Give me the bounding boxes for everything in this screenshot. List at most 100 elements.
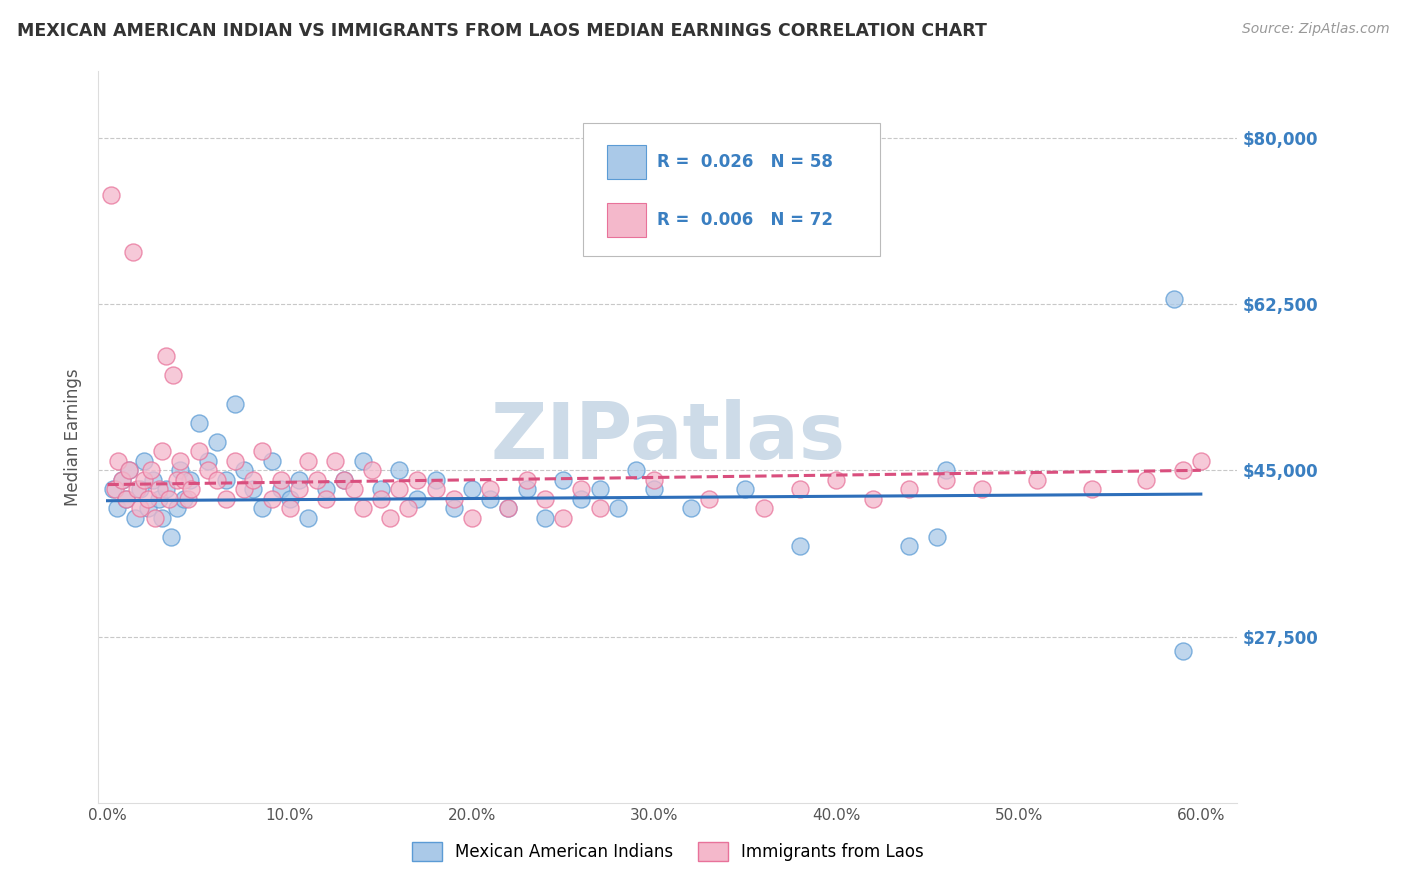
Point xyxy=(534,491,557,506)
Point xyxy=(972,483,994,497)
Point xyxy=(100,187,122,202)
Point xyxy=(270,473,292,487)
Point xyxy=(498,501,520,516)
Point xyxy=(260,454,283,468)
Point xyxy=(169,454,191,468)
Point xyxy=(122,244,145,259)
Point xyxy=(789,539,811,553)
Text: R =  0.026   N = 58: R = 0.026 N = 58 xyxy=(658,153,834,171)
Point xyxy=(166,501,188,516)
Point xyxy=(233,463,256,477)
Point xyxy=(697,491,720,506)
Point xyxy=(315,491,337,506)
Point xyxy=(498,501,520,516)
Point xyxy=(643,483,665,497)
Point xyxy=(141,463,163,477)
Point xyxy=(129,501,152,516)
Point xyxy=(148,491,170,506)
Point xyxy=(278,501,301,516)
Point xyxy=(252,444,274,458)
Point xyxy=(177,491,200,506)
Point xyxy=(396,501,419,516)
Point xyxy=(101,483,124,497)
Point xyxy=(388,483,411,497)
Point xyxy=(143,511,166,525)
Point xyxy=(166,473,188,487)
Point xyxy=(588,483,610,497)
Point xyxy=(643,473,665,487)
Point xyxy=(534,511,557,525)
Point xyxy=(388,463,411,477)
Point xyxy=(935,473,957,487)
Point xyxy=(1080,483,1102,497)
Legend: Mexican American Indians, Immigrants from Laos: Mexican American Indians, Immigrants fro… xyxy=(405,835,931,868)
Point xyxy=(136,491,159,506)
Point xyxy=(352,501,374,516)
Point xyxy=(333,473,356,487)
Point xyxy=(288,473,311,487)
Point xyxy=(136,501,159,516)
Point xyxy=(224,454,246,468)
Point xyxy=(479,483,502,497)
Point xyxy=(551,473,574,487)
Point xyxy=(825,473,848,487)
Point xyxy=(752,501,775,516)
Point xyxy=(323,454,346,468)
Point xyxy=(197,463,219,477)
Point xyxy=(288,483,311,497)
Point xyxy=(862,491,884,506)
Point xyxy=(132,454,155,468)
Point xyxy=(105,501,128,516)
Point xyxy=(173,491,195,506)
Point xyxy=(352,454,374,468)
Point xyxy=(252,501,274,516)
Point xyxy=(205,473,228,487)
Point xyxy=(551,511,574,525)
Point xyxy=(242,473,264,487)
Point xyxy=(569,483,592,497)
Point xyxy=(169,463,191,477)
Point xyxy=(150,444,173,458)
Point xyxy=(162,368,184,383)
Point xyxy=(187,416,209,430)
Point xyxy=(297,511,319,525)
Point xyxy=(270,483,292,497)
Point xyxy=(155,483,177,497)
Point xyxy=(260,491,283,506)
Text: MEXICAN AMERICAN INDIAN VS IMMIGRANTS FROM LAOS MEDIAN EARNINGS CORRELATION CHAR: MEXICAN AMERICAN INDIAN VS IMMIGRANTS FR… xyxy=(17,22,987,40)
Point xyxy=(1135,473,1157,487)
Point xyxy=(1025,473,1047,487)
Point xyxy=(1189,454,1212,468)
Point xyxy=(233,483,256,497)
Text: ZIPatlas: ZIPatlas xyxy=(491,399,845,475)
Point xyxy=(925,530,948,544)
Text: Source: ZipAtlas.com: Source: ZipAtlas.com xyxy=(1241,22,1389,37)
Point xyxy=(242,483,264,497)
Point xyxy=(516,473,538,487)
Point xyxy=(406,491,429,506)
Y-axis label: Median Earnings: Median Earnings xyxy=(65,368,83,506)
Point xyxy=(155,349,177,363)
Point xyxy=(425,483,447,497)
Point xyxy=(173,473,195,487)
Point xyxy=(479,491,502,506)
Point xyxy=(224,397,246,411)
Point xyxy=(1171,644,1194,658)
Point xyxy=(461,511,484,525)
Point xyxy=(370,491,392,506)
Point xyxy=(898,539,921,553)
Point xyxy=(180,483,202,497)
Point xyxy=(734,483,756,497)
Point xyxy=(124,511,146,525)
Point xyxy=(378,511,401,525)
Point xyxy=(111,473,134,487)
Point xyxy=(159,491,181,506)
Point xyxy=(297,454,319,468)
Point xyxy=(315,483,337,497)
Point xyxy=(443,491,465,506)
Point xyxy=(278,491,301,506)
Point xyxy=(197,454,219,468)
Point xyxy=(588,501,610,516)
Point xyxy=(516,483,538,497)
Point xyxy=(606,501,628,516)
